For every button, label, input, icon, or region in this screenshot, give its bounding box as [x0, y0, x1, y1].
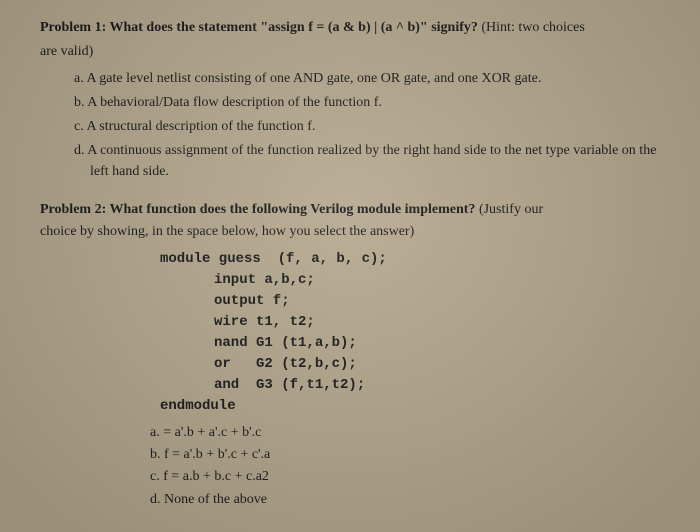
problem-1-question: What does the statement "assign f = (a &…	[106, 20, 481, 35]
choice-1b: b. A behavioral/Data flow description of…	[74, 93, 672, 113]
code-line-8: endmodule	[160, 396, 672, 417]
choice-1a: a. A gate level netlist consisting of on…	[74, 69, 672, 89]
problem-1-choices: a. A gate level netlist consisting of on…	[40, 69, 672, 182]
answer-2c: c. f = a.b + b.c + c.a2	[150, 467, 672, 487]
problem-2-header: Problem 2: What function does the follow…	[40, 200, 672, 220]
code-line-3: output f;	[160, 291, 672, 312]
problem-2-answers: a. = a'.b + a'.c + b'.c b. f = a'.b + b'…	[40, 423, 672, 510]
code-line-4: wire t1, t2;	[160, 312, 672, 333]
problem-2-hint: (Justify our	[479, 202, 543, 217]
verilog-code-block: module guess (f, a, b, c); input a,b,c; …	[40, 249, 672, 417]
answer-2a: a. = a'.b + a'.c + b'.c	[150, 423, 672, 443]
code-line-5: nand G1 (t1,a,b);	[160, 333, 672, 354]
answer-2d: d. None of the above	[150, 490, 672, 510]
problem-2-question: What function does the following Verilog…	[106, 202, 479, 217]
problem-1-label: Problem 1:	[40, 20, 106, 35]
problem-1-hint: (Hint: two choices	[481, 20, 584, 35]
answer-2b: b. f = a'.b + b'.c + c'.a	[150, 445, 672, 465]
choice-1d: d. A continuous assignment of the functi…	[74, 141, 672, 182]
code-line-2: input a,b,c;	[160, 270, 672, 291]
choice-1c: c. A structural description of the funct…	[74, 117, 672, 137]
problem-2-subtext: choice by showing, in the space below, h…	[40, 222, 672, 242]
problem-2-label: Problem 2:	[40, 202, 106, 217]
code-line-7: and G3 (f,t1,t2);	[160, 375, 672, 396]
problem-1-header: Problem 1: What does the statement "assi…	[40, 18, 672, 38]
problem-1-hint-line2: are valid)	[40, 42, 672, 62]
code-line-6: or G2 (t2,b,c);	[160, 354, 672, 375]
code-line-1: module guess (f, a, b, c);	[160, 249, 672, 270]
